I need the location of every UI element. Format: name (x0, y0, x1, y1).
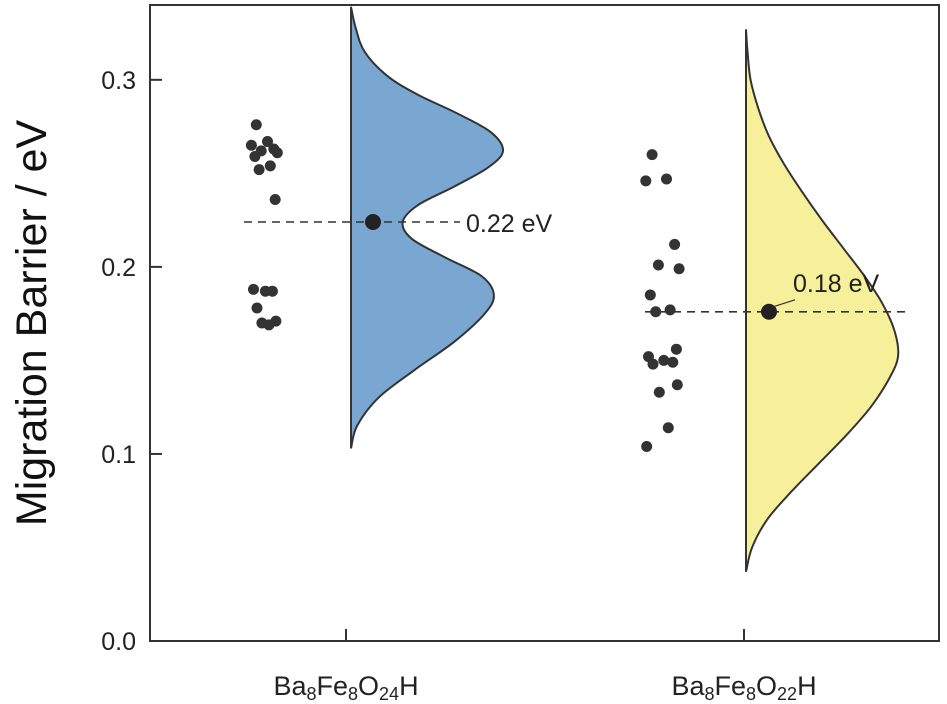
data-point (653, 386, 665, 398)
data-point (250, 119, 262, 131)
mean-annotation: 0.22 eV (466, 210, 553, 238)
mean-lines (244, 213, 905, 320)
data-point (641, 440, 653, 452)
data-point (670, 343, 682, 355)
data-point (667, 356, 679, 368)
y-axis-ticks: 0.0 0.1 0.2 0.3 (101, 67, 162, 656)
data-point (671, 379, 683, 391)
data-point (253, 164, 265, 176)
data-point (263, 319, 275, 331)
y-axis-label: Migration Barrier / eV (8, 120, 56, 527)
data-point (650, 306, 662, 318)
x-tick-label: Ba8Fe8O22H (671, 671, 816, 704)
mean-annotations: 0.22 eV 0.18 eV (466, 210, 880, 308)
violin-shape (350, 6, 505, 449)
mean-marker (761, 303, 777, 320)
data-point (640, 175, 652, 187)
violin-shape (745, 29, 900, 573)
data-point (251, 302, 263, 314)
data-point (673, 263, 685, 275)
data-point (658, 354, 670, 366)
data-point (646, 149, 658, 161)
y-tick-label: 0.0 (101, 628, 136, 656)
data-point (264, 160, 276, 172)
plot-frame (149, 4, 940, 642)
violins (350, 6, 900, 573)
data-point (271, 147, 283, 159)
data-point (669, 238, 681, 250)
x-axis-ticks: Ba8Fe8O24H Ba8Fe8O22H (273, 629, 817, 704)
data-point (269, 194, 281, 206)
y-tick-label: 0.1 (101, 441, 136, 469)
data-point (662, 422, 674, 434)
data-point (644, 289, 656, 301)
mean-marker (365, 213, 381, 230)
data-point (664, 304, 676, 316)
data-point (249, 151, 261, 163)
data-point (245, 139, 257, 151)
data-point (661, 173, 672, 185)
data-point (652, 259, 664, 271)
y-tick-label: 0.3 (101, 67, 136, 95)
data-point (647, 358, 659, 370)
mean-annotation: 0.18 eV (793, 270, 880, 298)
data-point (266, 285, 278, 297)
annotation-leader (772, 299, 796, 308)
data-point (262, 136, 273, 148)
x-tick-label: Ba8Fe8O24H (273, 671, 418, 704)
data-point (248, 283, 259, 295)
y-tick-label: 0.2 (101, 254, 136, 282)
data-points (245, 119, 685, 452)
